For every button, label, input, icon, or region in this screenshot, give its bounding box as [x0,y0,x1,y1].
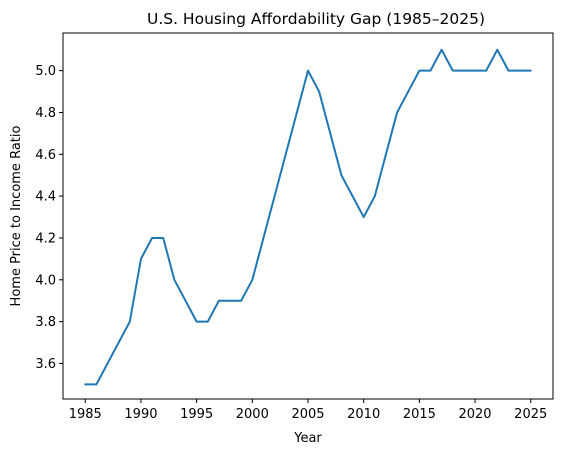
y-tick-label: 5.0 [35,64,56,79]
x-axis-label: Year [293,431,322,446]
y-tick-label: 4.4 [35,190,56,205]
x-tick-label: 1985 [69,407,102,422]
x-tick-label: 2005 [291,407,324,422]
y-tick-label: 4.8 [35,106,56,121]
x-tick-label: 2025 [514,407,547,422]
chart-title: U.S. Housing Affordability Gap (1985–202… [147,10,485,28]
y-axis: 3.6 3.8 4.0 4.2 4.4 4.6 4.8 5.0 [35,64,63,372]
x-axis: 1985 1990 1995 2000 2005 2010 2015 2020 2025 [69,399,547,422]
y-axis-label: Home Price to Income Ratio [9,126,24,307]
y-tick-label: 4.0 [35,273,56,288]
y-tick-label: 4.2 [35,231,56,246]
x-tick-label: 2015 [403,407,436,422]
series-layer [84,48,532,386]
y-tick-label: 3.6 [35,357,56,372]
x-tick-label: 2010 [347,407,380,422]
plot-area [62,32,554,400]
y-tick-label: 4.6 [35,148,56,163]
x-tick-label: 2000 [236,407,269,422]
series-line [84,48,532,386]
x-tick-label: 1990 [124,407,157,422]
x-tick-label: 1995 [180,407,213,422]
y-tick-label: 3.8 [35,315,56,330]
x-tick-label: 2020 [458,407,491,422]
